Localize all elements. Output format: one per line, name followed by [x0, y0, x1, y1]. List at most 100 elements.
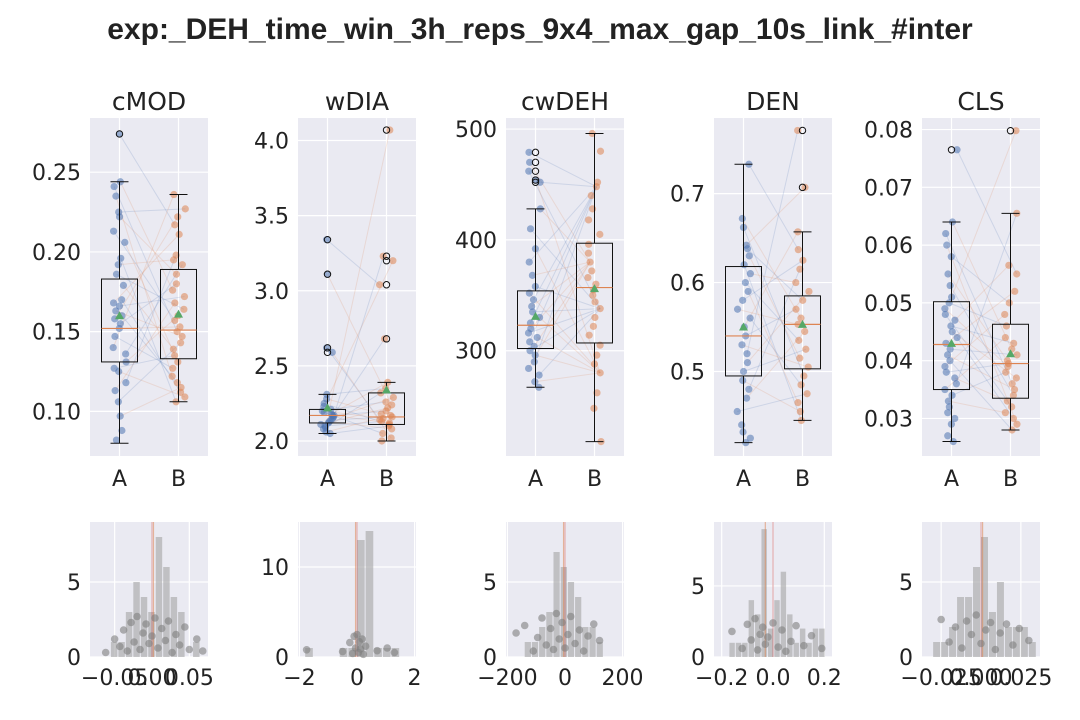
histogram-panel: 05−200 0 200 [477, 522, 644, 691]
data-point [946, 357, 954, 365]
pair-line [118, 259, 174, 266]
data-point [794, 246, 802, 254]
pair-line [113, 230, 176, 321]
pair-line [532, 261, 591, 276]
data-point [323, 270, 332, 278]
outlier-point [382, 281, 391, 289]
data-point [390, 648, 399, 657]
data-point [142, 620, 150, 628]
data-point [953, 146, 961, 154]
data-point [753, 646, 762, 654]
pair-line [532, 308, 601, 313]
y-tick-label: 2.5 [254, 355, 289, 380]
outlier-point [323, 344, 332, 352]
pair-line [326, 274, 393, 406]
data-point [944, 270, 952, 278]
pair-line [743, 231, 799, 328]
data-point [942, 339, 950, 347]
pair-line [949, 360, 1013, 431]
x-tick-label: −0.05 [81, 666, 148, 691]
pair-line [326, 347, 381, 421]
data-point [379, 429, 387, 438]
histogram-bar [933, 642, 941, 657]
pair-line [327, 338, 385, 424]
pair-line [114, 216, 179, 320]
data-point [1009, 391, 1018, 399]
data-point [111, 332, 119, 341]
data-point [525, 167, 533, 175]
data-point [739, 367, 748, 376]
pair-line [539, 317, 601, 374]
data-point [524, 329, 533, 337]
mean-marker [1006, 349, 1015, 358]
pair-line [125, 254, 177, 383]
pair-line [124, 242, 179, 363]
data-point [1009, 414, 1018, 423]
data-point [528, 302, 536, 310]
x-tick-label: −2 [283, 666, 315, 691]
histogram-bar [996, 582, 1004, 657]
data-point [801, 183, 809, 191]
data-point [558, 618, 566, 627]
panel-title: cMOD [112, 87, 186, 116]
outlier-point [382, 257, 391, 265]
data-point [746, 434, 754, 442]
data-point [116, 412, 124, 420]
data-point [799, 296, 807, 304]
data-point [596, 369, 604, 377]
pair-line [529, 292, 601, 374]
data-point [586, 258, 594, 266]
x-tick-label: A [112, 467, 127, 492]
data-point [591, 298, 599, 306]
pair-line [750, 273, 796, 284]
histogram-bar [365, 531, 374, 657]
x-tick-label: −0.025 [900, 666, 981, 691]
outlier-point [1006, 127, 1015, 135]
data-point [525, 258, 533, 266]
data-point [802, 345, 810, 353]
data-point [579, 647, 588, 655]
data-point [782, 647, 790, 656]
y-tick-label: 5 [899, 571, 913, 596]
x-tick-label: 2 [408, 666, 422, 691]
pair-line [123, 285, 174, 350]
data-point [981, 626, 990, 634]
data-point [804, 363, 812, 371]
outlier-point [531, 148, 540, 157]
data-point [1001, 409, 1009, 417]
pair-line [535, 285, 601, 310]
pair-line [118, 342, 181, 403]
pair-line [745, 282, 800, 341]
pair-line [956, 149, 1018, 275]
data-point [181, 205, 189, 213]
panel-title: DEN [746, 87, 800, 116]
histogram-bar [787, 614, 793, 657]
pair-line [539, 208, 591, 263]
data-point [346, 638, 354, 647]
pair-line [330, 425, 389, 434]
data-point [175, 641, 184, 649]
data-point [738, 341, 746, 349]
histogram-bar [193, 642, 200, 657]
pair-line [326, 239, 380, 286]
y-tick-label: 0.15 [32, 321, 81, 346]
box [933, 301, 970, 391]
pair-line [533, 186, 597, 362]
pair-line [748, 255, 801, 359]
pair-line [956, 337, 1014, 419]
y-tick-label: 5 [67, 571, 81, 596]
data-point [953, 333, 961, 342]
data-point [761, 640, 770, 649]
data-point [387, 434, 395, 442]
data-point [1002, 620, 1011, 628]
pair-line [743, 264, 802, 421]
histogram-panel: 0 5 −0.2 0.0 0.2 [691, 522, 842, 691]
pair-line [742, 379, 801, 412]
data-point [112, 436, 121, 444]
data-point [117, 254, 125, 262]
data-point [118, 296, 126, 304]
outlier-point [798, 126, 807, 135]
data-point [1005, 261, 1013, 269]
